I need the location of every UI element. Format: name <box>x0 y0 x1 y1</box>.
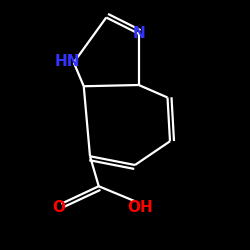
Text: O: O <box>52 200 65 215</box>
Text: OH: OH <box>127 200 153 215</box>
Text: N: N <box>132 26 145 41</box>
Text: HN: HN <box>55 54 80 70</box>
